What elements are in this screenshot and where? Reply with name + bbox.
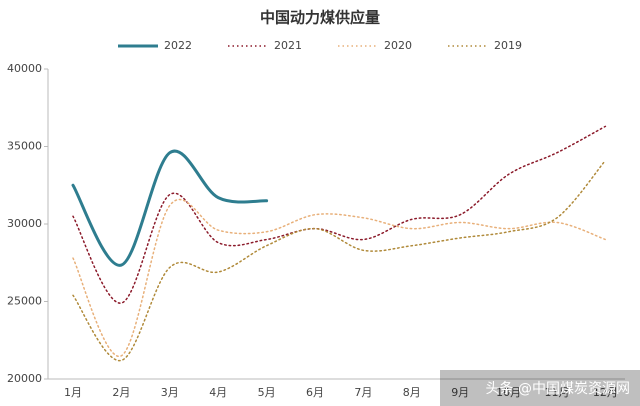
x-tick-label: 11月 (545, 386, 570, 399)
y-tick-label: 30000 (7, 217, 42, 230)
y-tick-label: 40000 (7, 62, 42, 75)
series-line (72, 198, 607, 357)
x-tick-label: 5月 (258, 386, 276, 399)
x-tick-label: 1月 (64, 386, 82, 399)
x-tick-label: 6月 (306, 386, 324, 399)
x-tick-label: 3月 (161, 386, 179, 399)
legend-label: 2020 (384, 39, 412, 52)
watermark-bg (440, 370, 640, 406)
x-tick-label: 12月 (593, 386, 618, 399)
series-line (71, 149, 269, 267)
x-tick-label: 7月 (354, 386, 372, 399)
y-tick-label: 25000 (7, 295, 42, 308)
y-tick-label: 20000 (7, 372, 42, 385)
series-line (72, 159, 607, 362)
x-tick-label: 9月 (451, 386, 469, 399)
legend-label: 2022 (164, 39, 192, 52)
chart-title: 中国动力煤供应量 (260, 9, 380, 27)
x-tick-label: 4月 (209, 386, 227, 399)
y-tick-label: 35000 (7, 140, 42, 153)
x-tick-label: 10月 (496, 386, 521, 399)
x-tick-label: 8月 (403, 386, 421, 399)
watermark: 头条 @中国煤炭资源网 (486, 380, 630, 397)
legend-label: 2021 (274, 39, 302, 52)
x-tick-label: 2月 (112, 386, 130, 399)
legend-label: 2019 (494, 39, 522, 52)
